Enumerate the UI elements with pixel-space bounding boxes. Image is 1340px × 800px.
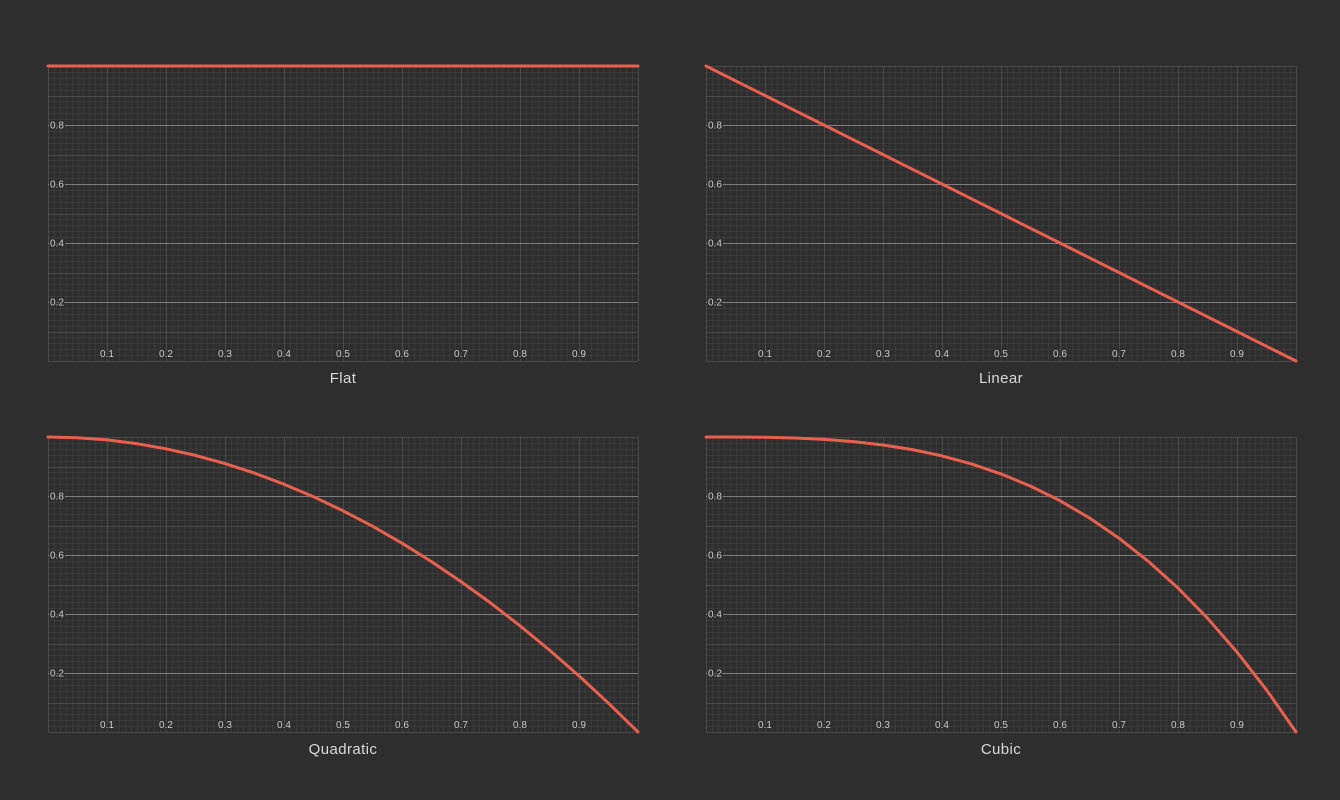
x-tick-label: 0.3 [876, 349, 890, 360]
x-tick-label: 0.6 [1053, 720, 1067, 731]
plot-area-linear: 0.2 0.4 0.6 0.8 0.1 0.2 0.3 0.4 0.5 0.6 0.7 0.8 0.9 [704, 64, 1298, 363]
y-tick-label: 0.2 [50, 669, 64, 680]
x-tick-label: 0.8 [513, 720, 527, 731]
y-tick-label: 0.2 [50, 298, 64, 309]
grid [48, 437, 639, 733]
x-tick-label: 0.5 [994, 720, 1008, 731]
chart-title-flat: Flat [329, 370, 357, 387]
y-tick-label: 0.8 [708, 492, 722, 503]
grid [706, 66, 1297, 362]
y-tick-label: 0.4 [708, 610, 722, 621]
grid [48, 66, 639, 362]
x-tick-label: 0.3 [876, 720, 890, 731]
data-curve [704, 435, 1298, 734]
y-tick-label: 0.8 [50, 492, 64, 503]
y-tick-label: 0.6 [708, 551, 722, 562]
y-tick-label: 0.4 [708, 239, 722, 250]
x-tick-label: 0.7 [1112, 349, 1126, 360]
x-tick-label: 0.9 [572, 349, 586, 360]
x-tick-label: 0.7 [454, 720, 468, 731]
x-tick-label: 0.8 [1171, 720, 1185, 731]
chart-title-cubic: Cubic [980, 741, 1022, 758]
x-tick-label: 0.4 [935, 720, 949, 731]
y-tick-label: 0.4 [50, 610, 64, 621]
x-tick-label: 0.3 [218, 349, 232, 360]
x-tick-label: 0.7 [454, 349, 468, 360]
x-tick-label: 0.9 [1230, 349, 1244, 360]
chart-flat: 0.2 0.4 0.6 0.8 0.1 0.2 0.3 0.4 0.5 0.6 0.7 0.8 0.9 … [46, 64, 640, 387]
x-tick-label: 0.2 [159, 720, 173, 731]
x-tick-label: 0.1 [758, 349, 772, 360]
tick-labels: 0.2 0.4 0.6 0.8 0.1 0.2 0.3 0.4 0.5 0.6 0.7 0.8 0.9 [49, 490, 588, 733]
y-tick-label: 0.8 [50, 121, 64, 132]
x-tick-label: 0.5 [336, 349, 350, 360]
y-tick-label: 0.2 [708, 669, 722, 680]
y-tick-label: 0.2 [708, 298, 722, 309]
y-tick-label: 0.4 [50, 239, 64, 250]
x-tick-label: 0.6 [395, 349, 409, 360]
x-tick-label: 0.8 [1171, 349, 1185, 360]
plot-area-flat: 0.2 0.4 0.6 0.8 0.1 0.2 0.3 0.4 0.5 0.6 0.7 0.8 0.9 [46, 64, 640, 362]
chart-cubic: 0.2 0.4 0.6 0.8 0.1 0.2 0.3 0.4 0.5 0.6 0.7 0.8 0.9 … [704, 435, 1298, 758]
plot-area-cubic: 0.2 0.4 0.6 0.8 0.1 0.2 0.3 0.4 0.5 0.6 0.7 0.8 0.9 [704, 435, 1298, 734]
x-tick-label: 0.5 [994, 349, 1008, 360]
x-tick-label: 0.9 [572, 720, 586, 731]
x-tick-label: 0.2 [159, 349, 173, 360]
y-tick-label: 0.8 [708, 121, 722, 132]
x-tick-label: 0.4 [277, 349, 291, 360]
chart-linear: 0.2 0.4 0.6 0.8 0.1 0.2 0.3 0.4 0.5 0.6 0.7 0.8 0.9 … [704, 64, 1298, 387]
y-tick-label: 0.6 [708, 180, 722, 191]
x-tick-label: 0.1 [100, 349, 114, 360]
x-tick-label: 0.1 [100, 720, 114, 731]
x-tick-label: 0.9 [1230, 720, 1244, 731]
y-tick-label: 0.6 [50, 551, 64, 562]
y-tick-label: 0.6 [50, 180, 64, 191]
tick-labels: 0.2 0.4 0.6 0.8 0.1 0.2 0.3 0.4 0.5 0.6 0.7 0.8 0.9 [707, 490, 1246, 733]
x-tick-label: 0.2 [817, 720, 831, 731]
tick-labels: 0.2 0.4 0.6 0.8 0.1 0.2 0.3 0.4 0.5 0.6 0.7 0.8 0.9 [49, 119, 588, 362]
x-tick-label: 0.4 [277, 720, 291, 731]
tick-labels: 0.2 0.4 0.6 0.8 0.1 0.2 0.3 0.4 0.5 0.6 0.7 0.8 0.9 [707, 119, 1246, 362]
x-tick-label: 0.6 [395, 720, 409, 731]
data-curve [704, 64, 1298, 363]
x-tick-label: 0.1 [758, 720, 772, 731]
x-tick-label: 0.3 [218, 720, 232, 731]
data-curve [46, 435, 640, 734]
x-tick-label: 0.8 [513, 349, 527, 360]
chart-quadratic: 0.2 0.4 0.6 0.8 0.1 0.2 0.3 0.4 0.5 0.6 0.7 0.8 0.9 … [46, 435, 640, 758]
plot-area-quadratic: 0.2 0.4 0.6 0.8 0.1 0.2 0.3 0.4 0.5 0.6 0.7 0.8 0.9 [46, 435, 640, 734]
x-tick-label: 0.6 [1053, 349, 1067, 360]
grid [706, 437, 1297, 733]
x-tick-label: 0.7 [1112, 720, 1126, 731]
x-tick-label: 0.2 [817, 349, 831, 360]
x-tick-label: 0.5 [336, 720, 350, 731]
x-tick-label: 0.4 [935, 349, 949, 360]
chart-title-linear: Linear [978, 370, 1024, 387]
chart-title-quadratic: Quadratic [308, 741, 378, 758]
